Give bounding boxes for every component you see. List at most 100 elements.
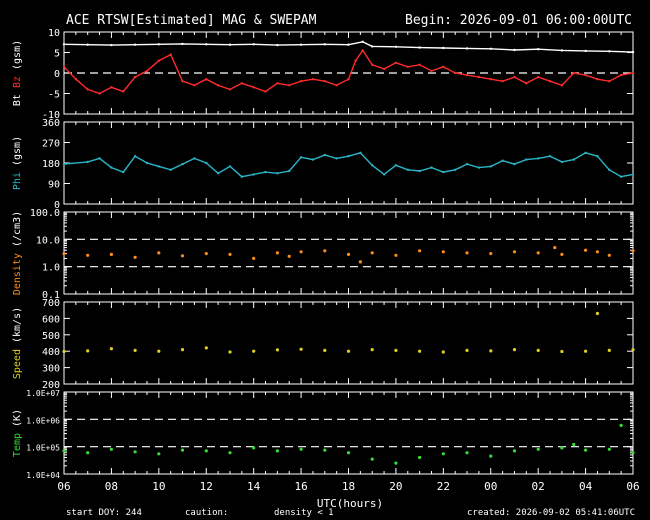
- y-tick-label: 400: [42, 347, 60, 358]
- data-point: [406, 65, 409, 69]
- data-point: [359, 151, 362, 154]
- data-point: [465, 73, 469, 77]
- series-density: [62, 246, 635, 264]
- data-point: [501, 80, 504, 83]
- data-point: [441, 452, 445, 456]
- data-point: [311, 78, 315, 81]
- data-point: [465, 348, 469, 352]
- data-point: [299, 347, 303, 351]
- x-tick-label: 16: [294, 480, 307, 493]
- data-point: [584, 448, 588, 452]
- data-point: [252, 86, 255, 89]
- x-tick-label: 00: [484, 480, 497, 493]
- begin-timestamp: Begin: 2026-09-01 06:00:00UTC: [405, 13, 632, 28]
- data-point: [157, 59, 160, 62]
- data-point: [205, 43, 208, 46]
- data-point: [181, 162, 184, 166]
- data-point: [228, 165, 232, 168]
- data-point: [442, 170, 445, 174]
- data-point: [584, 73, 587, 77]
- y-tick-label: 10: [48, 28, 60, 39]
- data-point: [572, 442, 576, 447]
- data-point: [205, 78, 208, 81]
- data-point: [288, 169, 291, 173]
- data-point: [109, 347, 113, 351]
- data-point: [323, 153, 326, 157]
- data-point: [252, 43, 255, 46]
- data-point: [608, 50, 611, 53]
- y-tick-label: 1.0E+07: [26, 389, 60, 398]
- footer-density-note: density < 1: [274, 508, 334, 518]
- data-point: [323, 348, 327, 352]
- x-tick-label: 12: [200, 480, 213, 493]
- data-point: [536, 447, 540, 451]
- panel-mag: -10 -5 0 5 10 Bt Bz (gsm): [12, 28, 635, 121]
- y-axis-title: Phi (gsm): [12, 136, 23, 190]
- footer-created: created: 2026-09-02 05:41:06UTC: [467, 508, 635, 518]
- data-point: [454, 71, 457, 75]
- data-point: [560, 252, 564, 256]
- data-point: [489, 165, 492, 168]
- data-point: [631, 71, 635, 75]
- data-point: [560, 160, 564, 164]
- data-point: [406, 168, 409, 171]
- y-tick-label: 600: [42, 314, 60, 325]
- data-point: [354, 59, 357, 62]
- data-point: [145, 69, 149, 73]
- data-point: [548, 155, 552, 158]
- data-point: [584, 151, 587, 154]
- data-point: [477, 75, 481, 79]
- y-axis-title-part: Bt: [12, 94, 23, 106]
- data-point: [572, 71, 575, 75]
- series-temp: [62, 423, 635, 465]
- data-point: [264, 170, 267, 174]
- data-point: [596, 155, 599, 158]
- data-point: [193, 84, 196, 87]
- data-point: [584, 49, 587, 53]
- data-point: [347, 43, 350, 46]
- data-point: [418, 249, 422, 253]
- data-point: [418, 455, 422, 460]
- data-point: [489, 252, 493, 256]
- y-tick-label: 1.0E+05: [26, 444, 60, 453]
- data-point: [323, 448, 327, 452]
- data-point: [157, 43, 160, 46]
- data-point: [109, 252, 113, 256]
- data-point: [441, 250, 445, 254]
- data-point: [311, 158, 315, 161]
- y-tick-label: 180: [42, 159, 60, 170]
- data-point: [299, 250, 303, 254]
- y-axis-title-part: (K): [12, 409, 23, 433]
- data-point: [454, 168, 457, 171]
- data-point: [335, 84, 338, 87]
- data-point: [193, 157, 196, 160]
- y-axis-title-part: (gsm): [12, 136, 23, 172]
- series-speed: [62, 311, 635, 354]
- data-point: [287, 254, 291, 258]
- y-tick-label: 700: [42, 298, 60, 309]
- data-point: [252, 173, 255, 176]
- data-point: [228, 43, 232, 46]
- data-point: [240, 175, 243, 178]
- y-tick-label: -10: [42, 110, 60, 121]
- y-tick-label: 1.0E+06: [26, 416, 60, 425]
- data-point: [122, 90, 125, 93]
- y-axis-title-part: Temp: [12, 433, 23, 457]
- y-axis-title-part: (gsm): [12, 40, 23, 76]
- y-tick-label: 1.0: [42, 263, 60, 274]
- data-point: [264, 90, 267, 93]
- data-point: [512, 348, 517, 352]
- data-point: [86, 43, 89, 46]
- data-point: [512, 449, 517, 453]
- data-point: [382, 173, 386, 176]
- data-point: [240, 82, 243, 85]
- data-point: [98, 157, 101, 160]
- data-point: [382, 67, 386, 71]
- data-point: [525, 158, 528, 161]
- data-point: [513, 48, 516, 52]
- data-point: [418, 63, 421, 66]
- data-point: [465, 47, 469, 50]
- data-point: [169, 53, 172, 56]
- data-point: [631, 348, 635, 352]
